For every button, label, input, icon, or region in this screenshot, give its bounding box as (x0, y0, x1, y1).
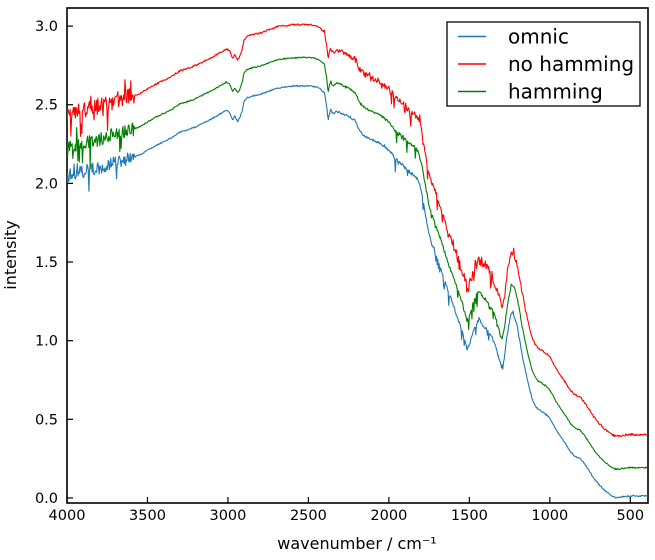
y-tick-label: 2.5 (35, 98, 58, 114)
legend: omnic no hamming hamming (446, 21, 641, 107)
x-tick-label: 3000 (209, 508, 246, 524)
x-tick-label: 1500 (451, 508, 488, 524)
y-tick-label: 1.0 (35, 334, 58, 350)
x-tick-label: 1000 (531, 508, 568, 524)
y-tick-label: 2.0 (35, 176, 58, 192)
x-tick-label: 500 (616, 508, 644, 524)
legend-label-no-hamming: no hamming (508, 52, 634, 76)
legend-label-omnic: omnic (508, 25, 569, 49)
y-axis-label: intensity (1, 220, 20, 289)
legend-label-hamming: hamming (508, 80, 603, 104)
x-tick-label: 2500 (290, 508, 327, 524)
series-line-omnic (67, 84, 648, 499)
series-line-no-hamming (67, 23, 648, 438)
y-tick-label: 0.0 (35, 491, 58, 507)
x-axis-label: wavenumber / cm⁻¹ (277, 534, 436, 553)
x-tick-label: 2000 (370, 508, 407, 524)
y-tick-label: 1.5 (35, 255, 58, 271)
x-tick-label: 4000 (49, 508, 86, 524)
y-tick-label: 3.0 (35, 19, 58, 35)
series-line-hamming (67, 56, 648, 471)
axes-layer: 4000 3500 3000 2500 2000 1500 1000 500 0.0 0.5 1.0… (35, 19, 644, 524)
plot-series-group (67, 23, 648, 499)
plot-border (66, 7, 649, 504)
y-tick-label: 0.5 (35, 412, 58, 428)
x-tick-label: 3500 (129, 508, 166, 524)
